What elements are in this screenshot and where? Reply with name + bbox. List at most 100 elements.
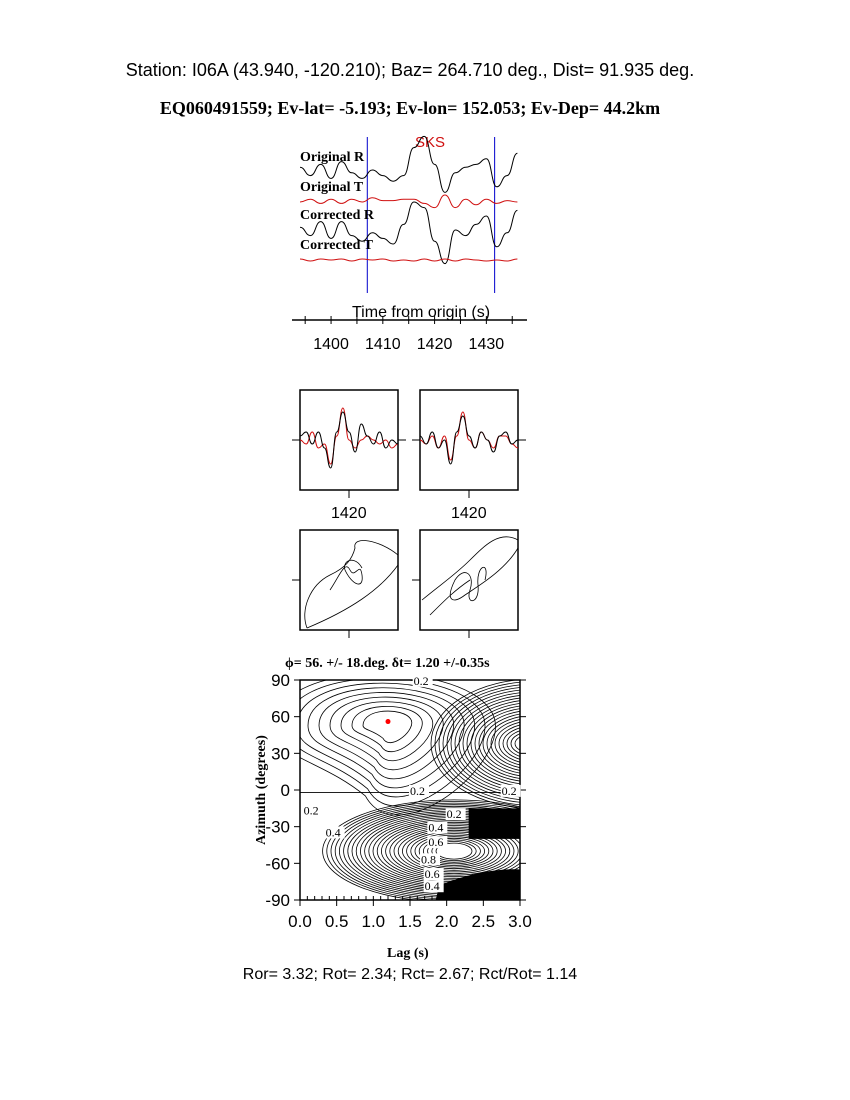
- contour-line: [474, 708, 520, 779]
- grid-xtick-label: 3.0: [508, 912, 532, 931]
- contour-dense-region: [468, 808, 520, 839]
- grid-ytick-label: 90: [271, 671, 290, 690]
- contour-line: [300, 680, 486, 807]
- grid-ytick-label: 0: [281, 781, 290, 800]
- contour-label: 0.6: [428, 835, 443, 849]
- contour-line: [326, 801, 520, 900]
- contour-line: [422, 837, 485, 865]
- grid-xtick-label: 2.5: [472, 912, 496, 931]
- contour-line: [393, 826, 515, 876]
- time-tick-label: 1400: [313, 336, 349, 353]
- contour-label: 0.2: [304, 803, 319, 817]
- grid-xtick-label: 0.5: [325, 912, 349, 931]
- trace-label: Original R: [300, 150, 365, 165]
- contour-line: [300, 680, 496, 816]
- grid-xtick-label: 1.0: [362, 912, 386, 931]
- seismogram-panel: SKS Original R Original T Corrected R Corre…: [292, 134, 527, 353]
- grid-ytick-label: -60: [265, 854, 290, 873]
- best-fit-marker: [385, 719, 391, 725]
- grid-xtick-label: 0.0: [288, 912, 312, 931]
- trace-corrected-t: [299, 258, 518, 262]
- waveform-left-tick: 1420: [331, 505, 367, 522]
- time-tick-label: 1430: [469, 336, 505, 353]
- contour-line: [340, 701, 433, 761]
- contour-line: [458, 697, 520, 790]
- contour-label: 0.4: [428, 821, 443, 835]
- waveform-right-black: [419, 415, 519, 465]
- contour-line: [418, 836, 490, 866]
- energy-grid-panel: ϕ= 56. +/- 18.deg. δt= 1.20 +/-0.35s 0.0…: [254, 656, 532, 961]
- grid-xtick-label: 1.5: [398, 912, 422, 931]
- contour-line: [434, 681, 520, 806]
- grid-ytick-label: -30: [265, 818, 290, 837]
- trace-original-r: [299, 135, 518, 193]
- contour-label: 0.2: [414, 674, 429, 688]
- contour-line: [478, 710, 520, 777]
- contour-line: [300, 682, 475, 798]
- contour-line: [435, 842, 473, 860]
- time-tick-label: 1420: [417, 336, 453, 353]
- contour-line: [322, 799, 520, 900]
- amplitude-ratios: Ror= 3.32; Rot= 2.34; Rct= 2.67; Rct/Rot…: [242, 966, 578, 983]
- trace-label: Original T: [300, 180, 364, 195]
- contour-line: [502, 727, 520, 760]
- grid-title: ϕ= 56. +/- 18.deg. δt= 1.20 +/-0.35s: [285, 656, 490, 671]
- contour-line: [385, 823, 520, 879]
- contour-label: 0.2: [410, 784, 425, 798]
- contour-line: [510, 733, 520, 754]
- waveform-left-black: [299, 411, 399, 469]
- grid-ytick-label: -90: [265, 891, 290, 910]
- trace-label: Corrected R: [300, 208, 375, 223]
- station-title: Station: I06A (43.940, -120.210); Baz= 2…: [125, 60, 695, 80]
- trace-label: Corrected T: [300, 238, 374, 253]
- contour-line: [506, 730, 520, 757]
- particle-motion-left: [299, 529, 399, 631]
- contour-line: [454, 695, 520, 793]
- contour-label: 0.4: [425, 879, 440, 893]
- contour-line: [498, 724, 520, 763]
- grid-ytick-label: 60: [271, 708, 290, 727]
- contour-line: [490, 719, 520, 769]
- waveform-left-red: [299, 407, 399, 465]
- contour-line: [486, 716, 520, 771]
- time-axis-label: Time from origin (s): [352, 304, 490, 321]
- contour-line: [307, 687, 465, 789]
- contour-line: [450, 692, 520, 795]
- contour-line: [362, 710, 413, 744]
- contour-line: [470, 705, 520, 782]
- grid-xlabel: Lag (s): [387, 946, 429, 961]
- waveform-right-tick: 1420: [451, 505, 487, 522]
- contour-line: [494, 721, 520, 766]
- contour-line: [389, 825, 519, 878]
- contour-line: [351, 810, 520, 892]
- contour-label: 0.6: [425, 867, 440, 881]
- contour-line: [442, 687, 520, 800]
- contour-line: [406, 831, 502, 871]
- contour-line: [430, 680, 520, 808]
- grid-xtick-label: 2.0: [435, 912, 459, 931]
- contour-line: [446, 689, 520, 798]
- particle-motion-right: [419, 529, 519, 631]
- time-tick-label: 1410: [365, 336, 401, 353]
- contour-label: 0.2: [502, 784, 517, 798]
- particle-motion-trace-left: [304, 540, 399, 629]
- contour-label: 0.2: [447, 807, 462, 821]
- contour-line: [351, 706, 423, 753]
- trace-corrected-r: [299, 201, 518, 265]
- trace-original-t: [299, 194, 518, 209]
- grid-ytick-label: 30: [271, 744, 290, 763]
- event-title: EQ060491559; Ev-lat= -5.193; Ev-lon= 152…: [159, 98, 661, 118]
- contour-line: [397, 828, 511, 874]
- contour-line: [466, 702, 520, 785]
- contour-line: [329, 696, 444, 771]
- contour-line: [410, 833, 498, 870]
- contour-line: [414, 834, 494, 868]
- contour-line: [427, 839, 481, 863]
- grid-ylabel: Azimuth (degrees): [254, 735, 269, 845]
- contour-dense-region: [435, 869, 520, 900]
- contour-line: [438, 684, 520, 803]
- contour-line: [431, 841, 477, 862]
- contour-line: [514, 736, 520, 751]
- contour-line: [401, 829, 506, 873]
